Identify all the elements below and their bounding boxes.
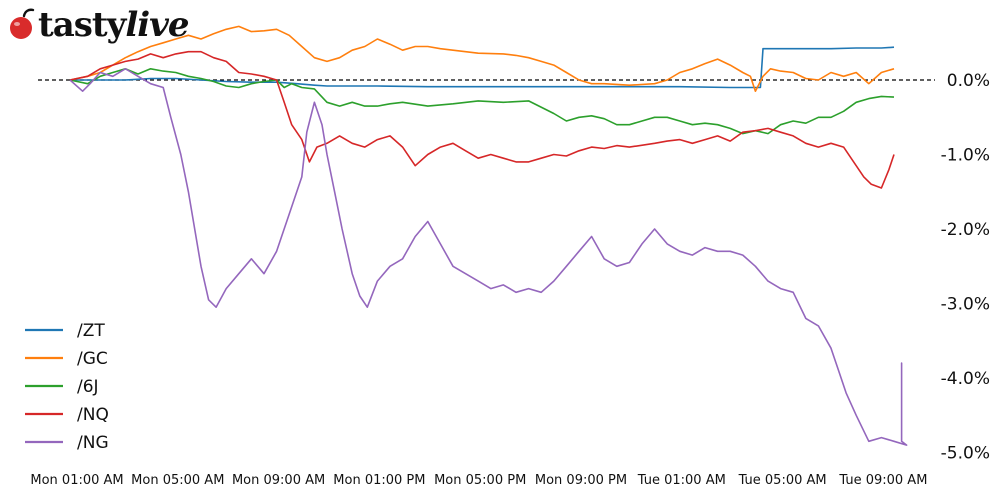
legend-label-gc: /GC — [77, 349, 108, 369]
x-tick-label: Mon 09:00 PM — [535, 473, 627, 488]
x-tick-label: Tue 09:00 AM — [838, 473, 927, 488]
series-line-gc — [69, 25, 895, 92]
series-line-ng — [69, 68, 908, 446]
legend-label-6j: /6J — [77, 377, 99, 397]
x-tick-label: Mon 09:00 AM — [232, 473, 325, 488]
legend-label-zt: /ZT — [77, 321, 105, 341]
cherry-icon — [10, 8, 35, 39]
brand-part-live: live — [125, 5, 189, 45]
legend-label-nq: /NQ — [77, 405, 109, 425]
y-tick-label: 0.0% — [947, 71, 990, 91]
series-line-nq — [69, 50, 895, 189]
legend-label-ng: /NG — [77, 433, 109, 453]
x-tick-label: Mon 05:00 AM — [131, 473, 224, 488]
series-line-6j — [69, 68, 895, 135]
tastylive-logo: tastylive — [8, 4, 190, 46]
x-tick-label: Mon 01:00 PM — [333, 473, 425, 488]
series-line-zt — [70, 46, 895, 89]
y-tick-label: -4.0% — [941, 369, 990, 389]
x-tick-label: Tue 01:00 AM — [637, 473, 726, 488]
y-tick-label: -1.0% — [941, 146, 990, 166]
x-tick-label: Tue 05:00 AM — [738, 473, 827, 488]
brand-part-tasty: tasty — [38, 5, 126, 45]
brand-wordmark: tastylive — [38, 5, 190, 45]
y-tick-label: -5.0% — [941, 444, 990, 464]
y-tick-label: -2.0% — [941, 220, 990, 240]
y-tick-label: -3.0% — [941, 295, 990, 315]
x-tick-label: Mon 01:00 AM — [30, 473, 123, 488]
x-tick-label: Mon 05:00 PM — [434, 473, 526, 488]
